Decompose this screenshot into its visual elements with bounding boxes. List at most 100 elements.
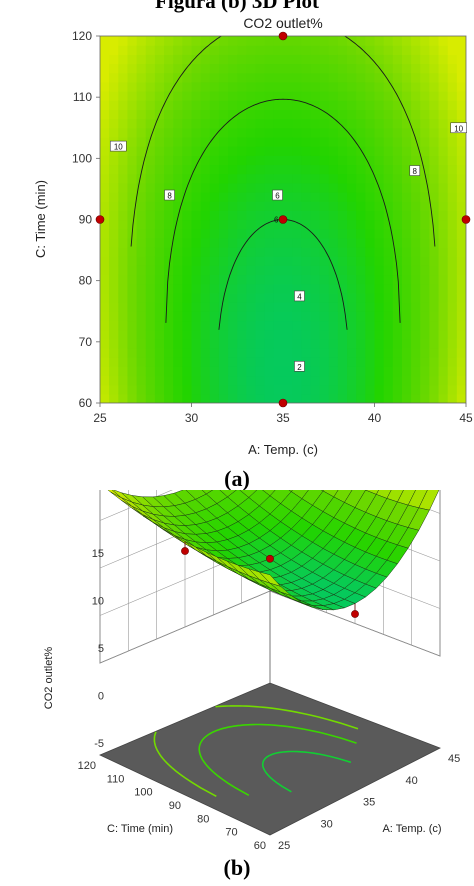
contour-fill-cell xyxy=(420,146,430,156)
contour-fill-cell xyxy=(328,329,339,340)
contour-fill-cell xyxy=(319,63,330,74)
contour-fill-cell xyxy=(283,283,293,294)
contour-fill-cell xyxy=(136,384,147,395)
contour-fill-cell xyxy=(429,36,440,46)
contour-fill-cell xyxy=(374,164,385,175)
contour-fill-cell xyxy=(319,384,330,395)
contour-fill-cell xyxy=(200,393,211,403)
contour-fill-cell xyxy=(411,302,421,312)
contour-fill-cell xyxy=(127,164,138,175)
contour-fill-cell xyxy=(401,36,412,46)
contour-fill-cell xyxy=(273,54,284,65)
contour-fill-cell xyxy=(273,81,284,92)
contour-fill-cell xyxy=(310,136,321,147)
contour-fill-cell xyxy=(365,182,376,193)
contour-fill-cell xyxy=(200,302,211,312)
contour-fill-cell xyxy=(264,274,275,285)
contour-fill-cell xyxy=(218,384,229,395)
contour-fill-cell xyxy=(447,100,458,110)
contour-fill-cell xyxy=(127,256,138,266)
contour-fill-cell xyxy=(319,393,330,403)
contour-fill-cell xyxy=(401,384,412,395)
contour-fill-cell xyxy=(273,274,284,285)
contour-fill-cell xyxy=(209,347,220,358)
contour-fill-cell xyxy=(255,118,266,129)
contour-fill-cell xyxy=(447,228,458,239)
contour-fill-cell xyxy=(264,81,275,92)
contour-fill-cell xyxy=(118,118,129,129)
contour-fill-cell xyxy=(127,247,138,257)
contour-fill-cell xyxy=(319,237,330,248)
contour-fill-cell xyxy=(200,100,211,110)
contour-fill-cell xyxy=(392,81,403,92)
contour-fill-cell xyxy=(392,256,403,266)
contour-fill-cell xyxy=(218,72,229,83)
contour-fill-cell xyxy=(109,155,119,166)
contour-fill-cell xyxy=(420,274,430,285)
contour-fill-cell xyxy=(173,292,183,303)
contour-fill-cell xyxy=(145,45,156,55)
contour-fill-cell xyxy=(273,118,284,129)
contour-fill-cell xyxy=(118,256,129,266)
contour-fill-cell xyxy=(347,393,357,403)
contour-fill-cell xyxy=(401,274,412,285)
contour-fill-cell xyxy=(246,228,257,239)
contour-fill-cell xyxy=(411,63,421,74)
contour-fill-cell xyxy=(401,54,412,65)
contour-fill-cell xyxy=(246,237,257,248)
contour-fill-cell xyxy=(328,118,339,129)
contour-fill-cell xyxy=(154,191,165,202)
contour-fill-cell xyxy=(200,81,211,92)
contour-fill-cell xyxy=(374,311,385,322)
contour-fill-cell xyxy=(154,292,165,303)
floor-contour-10 xyxy=(215,705,359,730)
contour-fill-cell xyxy=(273,228,284,239)
contour-fill-cell xyxy=(273,311,284,322)
contour-fill-cell xyxy=(447,274,458,285)
contour-fill-cell xyxy=(420,100,430,110)
contour-fill-cell xyxy=(109,81,119,92)
contour-fill-cell xyxy=(283,357,293,367)
contour-fill-cell xyxy=(374,347,385,358)
contour-fill-cell xyxy=(356,182,366,193)
contour-fill-cell xyxy=(374,100,385,110)
contour-fill-cell xyxy=(209,210,220,221)
contour-fill-cell xyxy=(218,256,229,266)
contour-fill-cell xyxy=(401,347,412,358)
contour-fill-cell xyxy=(347,91,357,101)
contour-fill-cell xyxy=(191,81,202,92)
contour-fill-cell xyxy=(191,375,202,386)
contour-fill-cell xyxy=(237,256,247,266)
contour-fill-cell xyxy=(173,329,183,340)
contour-fill-cell xyxy=(292,36,302,46)
surface-x-axis-label: A: Temp. (c) xyxy=(382,823,441,835)
contour-fill-cell xyxy=(292,182,302,193)
contour-fill-cell xyxy=(456,173,466,184)
contour-fill-cell xyxy=(310,54,321,65)
contour-fill-cell xyxy=(438,155,449,166)
z-tick-label: 5 xyxy=(98,643,104,655)
contour-fill-cell xyxy=(310,247,321,257)
contour-fill-cell xyxy=(200,201,211,211)
contour-fill-cell xyxy=(200,136,211,147)
contour-fill-cell xyxy=(411,357,421,367)
contour-fill-cell xyxy=(310,237,321,248)
contour-fill-cell xyxy=(328,127,339,138)
contour-fill-cell xyxy=(237,164,247,175)
contour-fill-cell xyxy=(200,191,211,202)
contour-fill-cell xyxy=(429,155,440,166)
contour-fill-cell xyxy=(383,155,394,166)
contour-label: 4 xyxy=(297,292,302,301)
contour-fill-cell xyxy=(456,81,466,92)
contour-fill-cell xyxy=(118,109,129,120)
contour-fill-cell xyxy=(447,338,458,349)
contour-fill-cell xyxy=(347,302,357,312)
contour-fill-cell xyxy=(246,366,257,377)
contour-fill-cell xyxy=(429,91,440,101)
contour-fill-cell xyxy=(319,45,330,55)
contour-fill-cell xyxy=(283,91,293,101)
contour-fill-cell xyxy=(118,228,129,239)
contour-fill-cell xyxy=(246,274,257,285)
contour-fill-cell xyxy=(438,302,449,312)
contour-fill-cell xyxy=(301,191,312,202)
